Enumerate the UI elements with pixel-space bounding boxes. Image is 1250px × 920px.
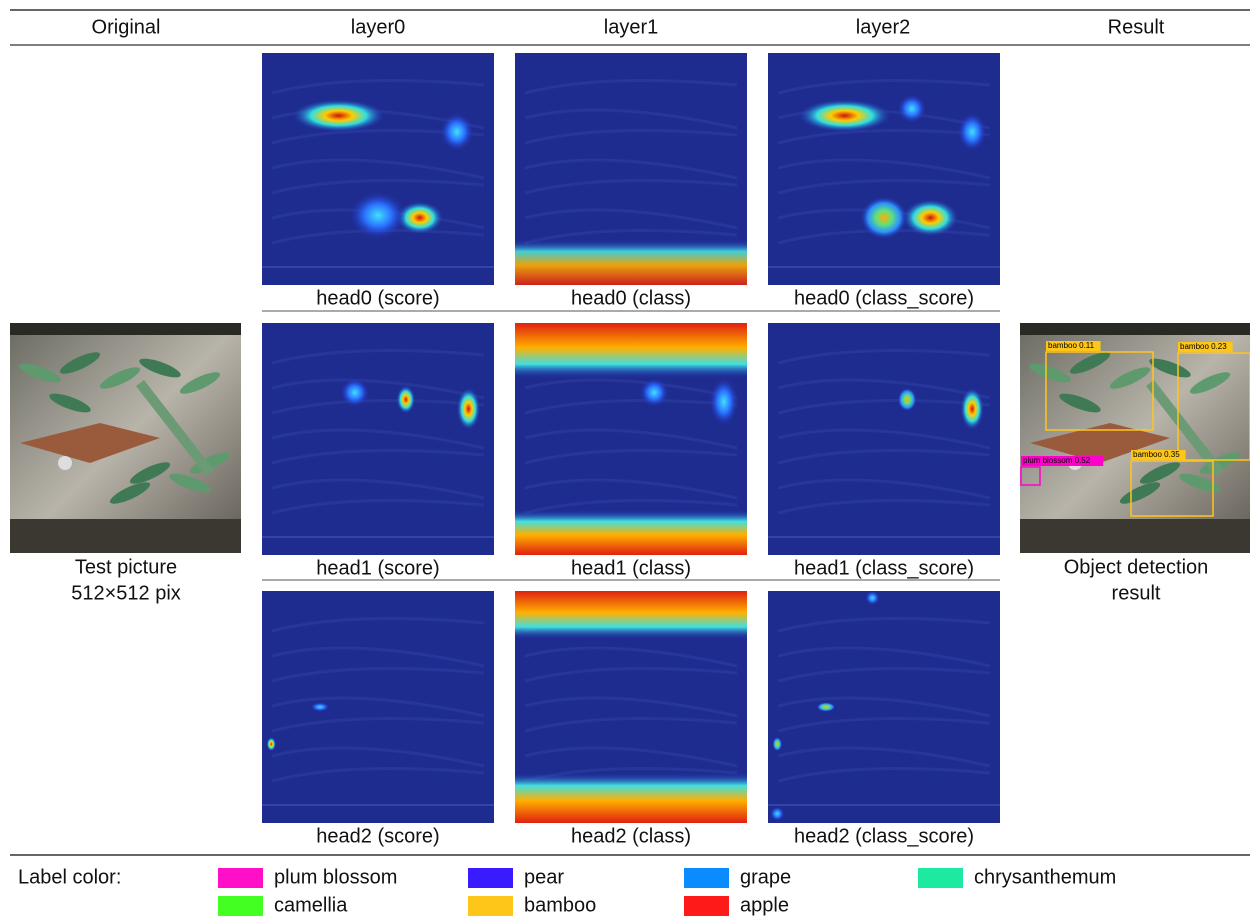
detection-label: plum blossom 0.52 xyxy=(1023,456,1091,465)
heat-band xyxy=(515,323,747,378)
legend-label: apple xyxy=(740,894,789,916)
heat-blob xyxy=(341,379,369,407)
image-layer xyxy=(10,53,1250,916)
head-caption: head1 (class_score) xyxy=(794,557,974,579)
heat-blob xyxy=(267,737,276,751)
legend-title: Label color: xyxy=(18,866,121,888)
legend-label: camellia xyxy=(274,894,348,916)
heat-blob xyxy=(770,807,784,821)
heat-blob xyxy=(457,388,480,430)
heat-blob xyxy=(710,379,738,425)
head-caption: head2 (class) xyxy=(571,825,691,847)
legend-swatch xyxy=(684,896,729,916)
heat-band xyxy=(515,510,747,555)
legend-label: plum blossom xyxy=(274,866,397,888)
result-caption: Object detection xyxy=(1064,556,1209,578)
heat-blob xyxy=(865,591,879,605)
legend-label: bamboo xyxy=(524,894,596,916)
heat-blob xyxy=(397,386,416,414)
legend-label: pear xyxy=(524,866,564,888)
head-caption: head1 (score) xyxy=(316,557,439,579)
column-header: Result xyxy=(1108,16,1165,38)
photo-flower xyxy=(58,456,72,470)
heat-blob xyxy=(958,113,986,150)
detection-label: bamboo 0.35 xyxy=(1133,450,1180,459)
legend-swatch xyxy=(468,896,513,916)
heat-blob xyxy=(441,113,473,150)
heat-blob xyxy=(773,737,782,751)
heat-blob xyxy=(292,99,385,131)
heat-blob xyxy=(350,192,406,238)
heat-band xyxy=(515,591,747,639)
detection-label: bamboo 0.23 xyxy=(1180,342,1227,351)
heat-blob xyxy=(640,379,668,407)
legend-swatch xyxy=(218,868,263,888)
head-caption: head2 (class_score) xyxy=(794,825,974,847)
legend-label: grape xyxy=(740,866,791,888)
photo-border xyxy=(1020,323,1250,335)
photo-border xyxy=(10,323,241,335)
figure: Original layer0 layer1 layer2 Result head0 (s… xyxy=(0,0,1250,920)
heat-blob xyxy=(961,388,984,430)
column-header: layer1 xyxy=(604,16,658,38)
original-caption: Test picture xyxy=(75,556,177,578)
original-caption: 512×512 pix xyxy=(71,582,181,604)
result-caption: result xyxy=(1112,582,1161,604)
legend-swatch xyxy=(468,868,513,888)
legend-swatch xyxy=(218,896,263,916)
legend-swatch xyxy=(684,868,729,888)
head-caption: head2 (score) xyxy=(316,825,439,847)
photo-border xyxy=(10,519,241,553)
column-header: layer0 xyxy=(351,16,405,38)
legend-label: chrysanthemum xyxy=(974,866,1116,888)
heat-blob xyxy=(903,199,959,236)
head-caption: head0 (class_score) xyxy=(794,287,974,309)
heat-blob xyxy=(898,95,926,123)
head-caption: head1 (class) xyxy=(571,557,691,579)
column-header: layer2 xyxy=(856,16,910,38)
head-caption: head0 (class) xyxy=(571,287,691,309)
detection-label: bamboo 0.11 xyxy=(1048,341,1095,350)
heat-blob xyxy=(861,197,907,239)
heat-blob xyxy=(898,388,917,411)
heat-band xyxy=(515,773,747,823)
heat-blob xyxy=(798,99,891,131)
column-header: Original xyxy=(92,16,161,38)
heat-blob xyxy=(311,702,330,711)
heat-band xyxy=(515,240,747,285)
head-caption: head0 (score) xyxy=(316,287,439,309)
heat-blob xyxy=(817,702,836,711)
legend-swatch xyxy=(918,868,963,888)
photo-border xyxy=(1020,519,1250,553)
